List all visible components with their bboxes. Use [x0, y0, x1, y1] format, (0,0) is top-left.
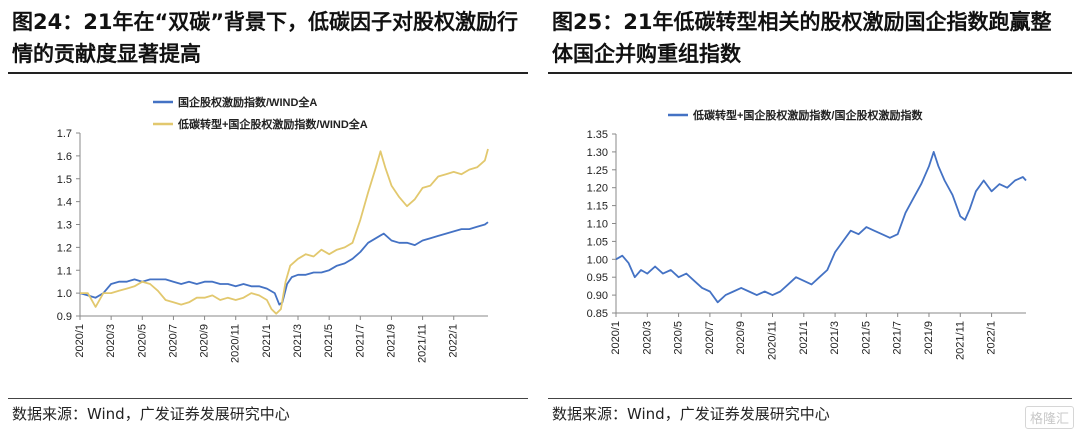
x-tick-label: 2021/7 — [892, 321, 904, 355]
chart-24: 0.9 1.0 1.1 1.2 1.3 1.4 1.5 1.6 1.7 2020/1 2020/3 2… — [57, 95, 489, 363]
y-tick-label: 1.15 — [587, 201, 608, 213]
y-tick-label: 0.9 — [57, 311, 72, 323]
left-panel: 图24：21年在“双碳”背景下，低碳因子对股权激励行情的贡献度显著提高 0.9 1… — [8, 0, 528, 435]
source-note: 数据来源：Wind，广发证券发展研究中心 — [552, 405, 830, 423]
x-tick-label: 2021/7 — [354, 324, 366, 358]
y-tick-label: 0.95 — [587, 272, 608, 284]
legend-label: 低碳转型+国企股权激励指数/国企股权激励指数 — [692, 108, 923, 122]
chart-25: 0.85 0.90 0.95 1.00 1.05 1.10 1.15 1.20 1.25 1.30… — [587, 108, 1027, 360]
y-tick-label: 1.05 — [587, 236, 608, 248]
x-tick-label: 2020/3 — [105, 324, 117, 358]
y-tick-label: 1.5 — [57, 174, 72, 186]
y-tick-label: 1.25 — [587, 165, 608, 177]
series-line-1 — [615, 151, 1027, 304]
figure-title-24: 图24：21年在“双碳”背景下，低碳因子对股权激励行情的贡献度显著提高 — [12, 10, 519, 66]
x-tick-label: 2021/9 — [923, 321, 935, 355]
x-tick-label: 2021/3 — [829, 321, 841, 355]
y-tick-label: 1.2 — [57, 242, 72, 254]
title-rule — [548, 72, 1072, 74]
y-tick-label: 1.4 — [57, 197, 72, 209]
x-tick-label: 2021/5 — [860, 321, 872, 355]
x-tick-label: 2020/11 — [766, 321, 778, 360]
source-note: 数据来源：Wind，广发证券发展研究中心 — [12, 405, 290, 423]
x-tick-label: 2021/1 — [261, 324, 273, 358]
y-tick-label: 1.0 — [57, 288, 72, 300]
series-line-1 — [79, 221, 489, 306]
legend-label: 低碳转型+国企股权激励指数/WIND全A — [177, 117, 368, 131]
x-tick-label: 2022/1 — [448, 324, 460, 358]
y-tick-label: 1.00 — [587, 254, 608, 266]
series-line-2 — [80, 148, 489, 315]
figure-title-25: 图25：21年低碳转型相关的股权激励国企指数跑赢整体国企并购重组指数 — [552, 10, 1052, 66]
x-tick-label: 2021/1 — [798, 321, 810, 355]
x-tick-label: 2020/11 — [230, 324, 242, 363]
title-rule — [8, 72, 528, 74]
x-tick-label: 2020/7 — [167, 324, 179, 358]
legend-label: 国企股权激励指数/WIND全A — [178, 95, 317, 109]
x-tick-label: 2021/9 — [385, 324, 397, 358]
y-tick-label: 0.85 — [587, 308, 608, 320]
x-tick-label: 2021/11 — [954, 321, 966, 360]
x-tick-label: 2020/1 — [74, 324, 86, 358]
watermark-logo: 格隆汇 — [1024, 406, 1074, 429]
footer-rule — [8, 398, 528, 399]
y-tick-label: 1.3 — [57, 220, 72, 232]
x-tick-label: 2020/1 — [610, 321, 622, 355]
x-tick-label: 2021/11 — [417, 324, 429, 363]
y-tick-label: 1.35 — [587, 129, 608, 141]
y-tick-label: 1.6 — [57, 151, 72, 163]
y-tick-label: 1.30 — [587, 147, 608, 159]
x-tick-label: 2020/9 — [199, 324, 211, 358]
right-panel: 图25：21年低碳转型相关的股权激励国企指数跑赢整体国企并购重组指数 0.85 0… — [548, 0, 1072, 435]
y-tick-label: 1.20 — [587, 183, 608, 195]
x-tick-label: 2021/3 — [292, 324, 304, 358]
y-tick-label: 1.7 — [57, 128, 72, 140]
y-tick-label: 0.90 — [587, 290, 608, 302]
y-tick-label: 1.10 — [587, 219, 608, 231]
x-tick-label: 2020/7 — [704, 321, 716, 355]
x-tick-label: 2022/1 — [986, 321, 998, 355]
y-tick-label: 1.1 — [57, 265, 72, 277]
x-tick-label: 2020/9 — [735, 321, 747, 355]
x-tick-label: 2020/5 — [673, 321, 685, 355]
x-tick-label: 2021/5 — [323, 324, 335, 358]
x-tick-label: 2020/3 — [641, 321, 653, 355]
x-tick-label: 2020/5 — [136, 324, 148, 358]
footer-rule — [548, 398, 1072, 399]
